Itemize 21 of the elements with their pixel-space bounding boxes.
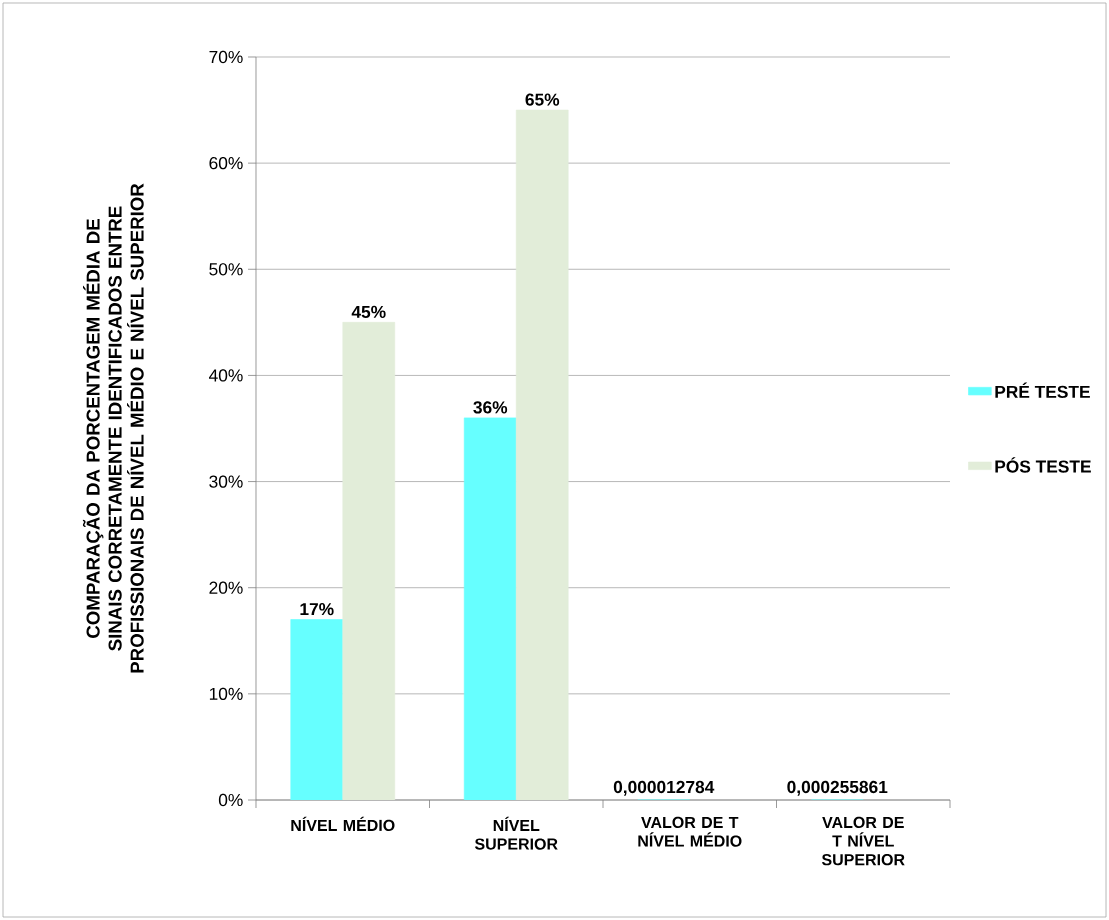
y-axis-title: COMPARAÇÃO DA PORCENTAGEM MÉDIA DE SINAIS CORRETAMENTE IDENTIFICADOS ENTRE PROFISSIONAIS DE NÍVEL MÉDIO E NÍVEL SUPERIOR [82,183,144,673]
data-label: 36% [473,401,508,414]
x-tick-label: NÍVEL SUPERIOR [474,816,558,850]
legend-label: PRÉ TESTE [995,382,1090,398]
y-tick-label: 30% [209,475,243,488]
data-label: 0,000012784 [613,780,715,796]
y-tick-label: 20% [209,581,243,594]
y-tick-label: 70% [209,50,243,64]
x-tick-label: VALOR DE T NÍVEL MÉDIO [638,816,742,847]
data-label: 65% [525,93,560,106]
x-tick-label: NÍVEL MÉDIO [291,816,395,832]
y-tick-label: 60% [209,157,243,170]
x-tick-label: VALOR DE T NÍVEL SUPERIOR [821,816,905,866]
y-tick-label: 0% [218,793,243,807]
data-label: 0,000255861 [787,780,888,796]
data-label: 45% [351,305,386,319]
legend-label: PÓS TESTE [995,457,1091,473]
data-label: 17% [300,603,334,616]
y-tick-label: 40% [208,369,243,382]
y-tick-label: 50% [209,263,243,276]
y-tick-label: 10% [209,687,243,700]
